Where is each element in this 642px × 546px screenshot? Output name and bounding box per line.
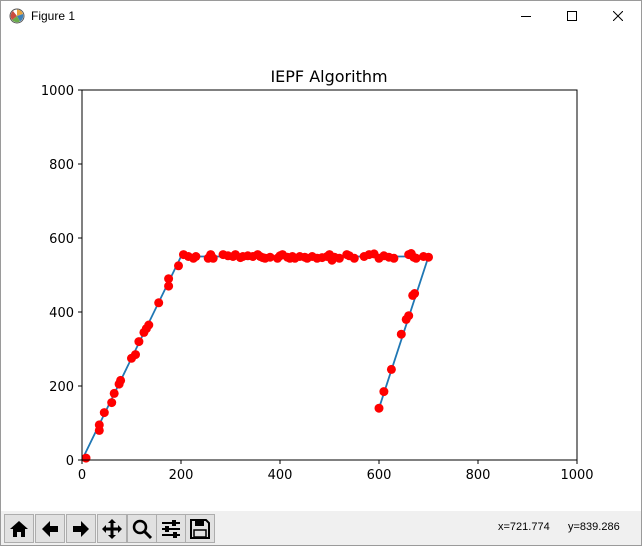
scatter-point bbox=[410, 289, 420, 298]
scatter-point bbox=[94, 420, 104, 430]
zoom-button[interactable] bbox=[127, 514, 157, 543]
move-icon bbox=[102, 518, 122, 539]
scatter-point bbox=[154, 298, 164, 308]
maximize-icon bbox=[567, 11, 577, 21]
scatter-point bbox=[191, 252, 201, 261]
y-tick-label: 400 bbox=[49, 306, 74, 321]
home-button[interactable] bbox=[4, 514, 34, 543]
title-bar[interactable]: Figure 1 bbox=[1, 1, 641, 31]
plot-svg: IEPF Algorithm 0 200 400 600 800 1000 0 200 400… bbox=[41, 67, 594, 483]
scatter-point bbox=[99, 408, 109, 418]
x-tick-label: 200 bbox=[169, 468, 194, 483]
figure-canvas[interactable]: IEPF Algorithm 0 200 400 600 800 1000 0 200 400… bbox=[1, 31, 641, 511]
scatter-point bbox=[404, 311, 414, 321]
arrow-right-icon bbox=[73, 520, 89, 537]
scatter-point bbox=[164, 281, 174, 291]
scatter-point bbox=[144, 320, 154, 330]
minimize-icon bbox=[521, 16, 531, 17]
navigation-toolbar: x=721.774 y=839.286 bbox=[1, 511, 641, 545]
scatter-point bbox=[265, 252, 275, 262]
minimize-button[interactable] bbox=[503, 1, 549, 31]
matplotlib-icon bbox=[9, 8, 25, 24]
scatter-point bbox=[131, 350, 140, 360]
scatter-point bbox=[208, 253, 218, 263]
y-tick-label: 200 bbox=[49, 380, 74, 395]
x-tick-label: 600 bbox=[367, 468, 392, 483]
scatter-point bbox=[334, 253, 344, 263]
x-coordinate-readout: x=721.774 bbox=[498, 521, 550, 533]
forward-button[interactable] bbox=[66, 514, 96, 543]
x-tick-label: 0 bbox=[78, 468, 86, 483]
pan-button[interactable] bbox=[97, 514, 127, 543]
scatter-point bbox=[411, 253, 421, 263]
y-coordinate-readout: y=839.286 bbox=[568, 521, 620, 533]
scatter-point bbox=[396, 329, 406, 339]
arrow-left-icon bbox=[42, 520, 58, 537]
close-icon bbox=[613, 11, 623, 21]
magnifier-icon bbox=[132, 519, 153, 539]
scatter-point bbox=[379, 387, 389, 397]
plot-area bbox=[82, 90, 577, 460]
scatter-point bbox=[174, 261, 183, 271]
scatter-point bbox=[349, 253, 359, 263]
scatter-point bbox=[374, 403, 384, 413]
x-tick-label: 1000 bbox=[560, 468, 593, 483]
scatter-point bbox=[81, 453, 91, 463]
floppy-disk-icon bbox=[190, 518, 210, 539]
y-tick-label: 800 bbox=[49, 158, 74, 173]
y-tick-label: 1000 bbox=[41, 84, 74, 99]
y-tick-label: 0 bbox=[66, 454, 74, 469]
scatter-point bbox=[116, 375, 126, 385]
scatter-point bbox=[109, 388, 119, 398]
scatter-point bbox=[386, 364, 396, 374]
y-tick-label: 600 bbox=[49, 232, 74, 247]
scatter-point bbox=[164, 274, 174, 284]
scatter-point bbox=[424, 252, 433, 262]
home-icon bbox=[10, 520, 28, 537]
back-button[interactable] bbox=[35, 514, 65, 543]
x-tick-label: 400 bbox=[268, 468, 293, 483]
scatter-point bbox=[107, 398, 117, 408]
configure-subplots-button[interactable] bbox=[156, 514, 186, 543]
window-title: Figure 1 bbox=[31, 9, 76, 23]
axes-frame bbox=[81, 89, 578, 461]
scatter-point bbox=[389, 253, 399, 263]
save-button[interactable] bbox=[185, 514, 215, 543]
sliders-icon bbox=[162, 519, 180, 538]
x-tick-label: 800 bbox=[466, 468, 491, 483]
chart-title: IEPF Algorithm bbox=[270, 67, 387, 86]
maximize-button[interactable] bbox=[549, 1, 595, 31]
scatter-point bbox=[134, 337, 144, 347]
close-button[interactable] bbox=[595, 1, 641, 31]
